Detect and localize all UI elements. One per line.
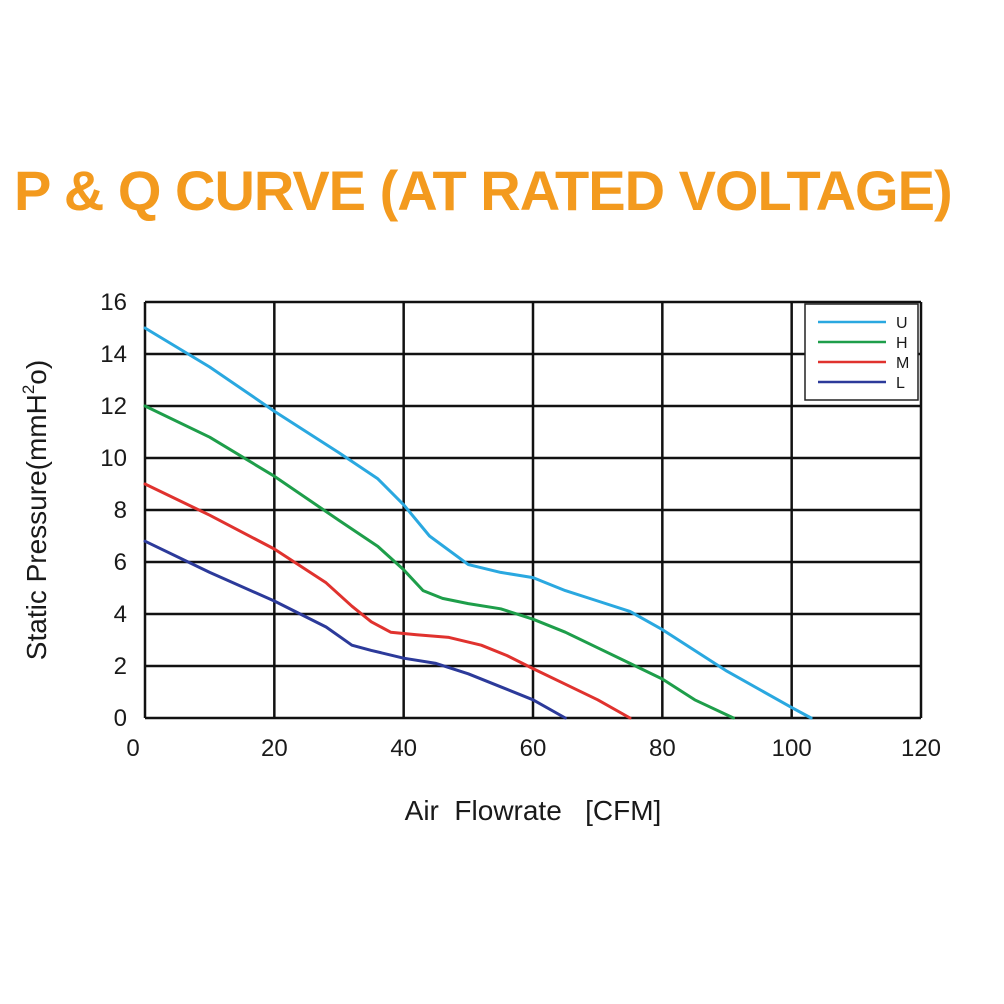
legend-label-M: M (896, 355, 909, 372)
x-tick-labels: 0 20 40 60 80 100 120 (126, 735, 941, 762)
x-tick-label: 40 (390, 735, 417, 762)
y-tick-label: 4 (114, 601, 127, 628)
y-tick-label: 14 (100, 341, 127, 368)
x-tick-label: 80 (649, 735, 676, 762)
series-lines (143, 326, 813, 720)
y-tick-label: 0 (114, 705, 127, 732)
legend-box (804, 303, 919, 401)
x-tick-label: 100 (772, 735, 812, 762)
y-axis-label-end: o) (21, 360, 52, 385)
series-line-L (143, 539, 567, 720)
legend-label-H: H (896, 335, 908, 352)
x-tick-label: 20 (261, 735, 288, 762)
y-tick-label: 6 (114, 549, 127, 576)
series-line-H (143, 404, 735, 720)
y-axis-label-main: Static Pressure(mmH (21, 394, 52, 660)
y-tick-label: 16 (100, 289, 127, 316)
x-tick-label: 0 (126, 735, 139, 762)
x-tick-label: 60 (520, 735, 547, 762)
legend-label-L: L (896, 375, 905, 392)
series-line-U (143, 326, 813, 720)
chart-title: P & Q CURVE (AT RATED VOLTAGE) (14, 159, 953, 222)
x-axis-label: Air Flowrate [CFM] (405, 795, 662, 826)
y-tick-labels: 0 2 4 6 8 10 12 14 16 (100, 289, 127, 732)
y-tick-label: 12 (100, 393, 127, 420)
x-tick-label: 120 (901, 735, 941, 762)
y-axis-label-sup: 2 (19, 385, 38, 394)
y-tick-label: 2 (114, 653, 127, 680)
y-tick-label: 8 (114, 497, 127, 524)
legend-label-U: U (896, 315, 908, 332)
grid (143, 300, 923, 720)
series-line-M (143, 482, 632, 720)
y-axis-label: Static Pressure(mmH2o) (19, 360, 52, 660)
y-tick-label: 10 (100, 445, 127, 472)
